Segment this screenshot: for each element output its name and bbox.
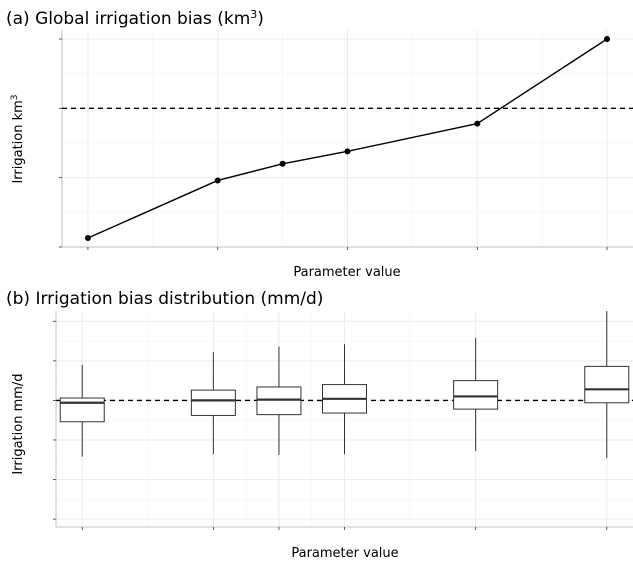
box-plot-1 — [322, 344, 367, 455]
panel-a: (a) Global irrigation bias (km3) Paramet… — [6, 8, 633, 280]
box-iqr — [584, 365, 630, 404]
box-iqr — [256, 386, 302, 416]
panel-a-title: (a) Global irrigation bias (km3) — [6, 8, 264, 29]
panel-b-x-ticks — [81, 527, 608, 530]
panel-a-x-ticks — [87, 247, 608, 250]
panel-b-boxes — [59, 311, 630, 459]
series-line — [87, 38, 608, 239]
data-point — [84, 234, 91, 241]
panel-a-y-ticks — [59, 38, 62, 248]
box-plot-0.9 — [256, 346, 302, 455]
panel-b: (b) Irrigation bias distribution (mm/d) … — [6, 289, 633, 561]
data-point — [279, 160, 286, 167]
data-point — [214, 177, 221, 184]
panel-a-series — [84, 36, 611, 241]
panel-b-title: (b) Irrigation bias distribution (mm/d) — [6, 289, 323, 309]
box-iqr — [190, 389, 236, 416]
panel-b-x-label: Parameter value — [291, 546, 398, 561]
box-plot-1.4 — [584, 311, 630, 459]
panel-b-y-label: Irrigation mm/d — [11, 373, 26, 474]
data-point — [604, 36, 611, 43]
panel-b-y-ticks — [53, 320, 56, 520]
data-point — [474, 120, 481, 127]
panel-a-grid — [61, 30, 633, 248]
box-plot-1.2 — [453, 337, 499, 452]
panel-a-y-label: Irrigation km3 — [10, 94, 26, 183]
box-iqr — [453, 380, 499, 410]
box-iqr — [59, 397, 105, 423]
box-plot-0.8 — [190, 352, 236, 455]
data-point — [344, 148, 351, 155]
box-plot-0.6 — [59, 364, 105, 457]
panel-a-x-label: Parameter value — [293, 265, 400, 280]
